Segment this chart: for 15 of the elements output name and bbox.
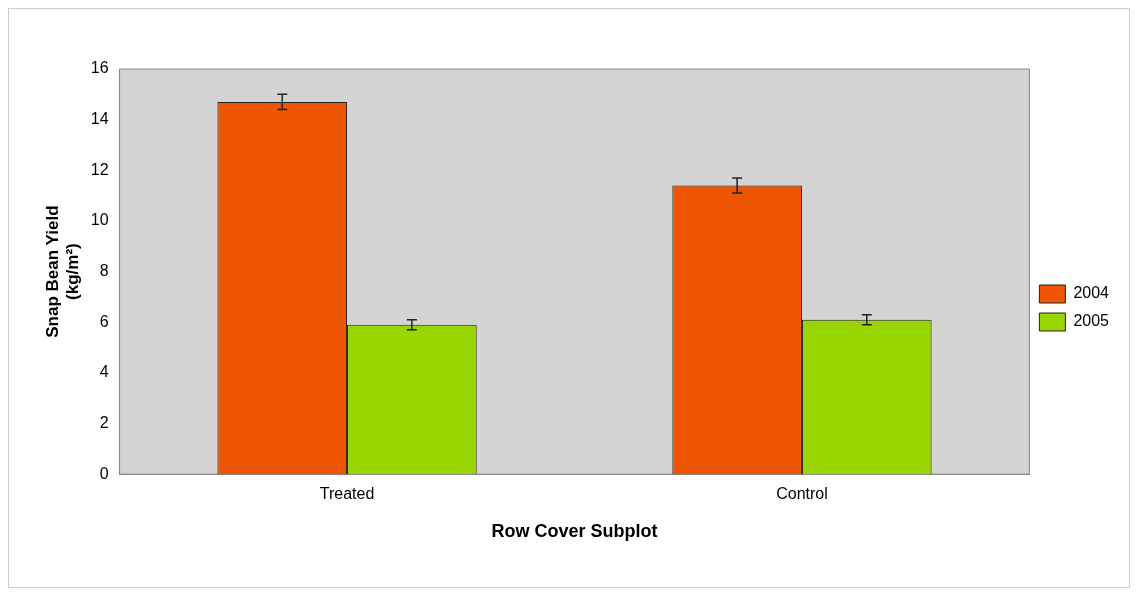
y-tick-label: 2 [99, 413, 109, 431]
legend-label: 2004 [1073, 284, 1110, 302]
y-tick-label: 12 [90, 160, 109, 178]
y-tick-label: 16 [90, 59, 109, 77]
y-tick-label: 14 [90, 110, 109, 128]
x-axis-title: Row Cover Subplot [491, 521, 658, 542]
y-tick-label: 4 [99, 363, 109, 381]
x-tick-label: Treated [319, 485, 375, 503]
x-tick-label: Control [776, 485, 828, 503]
legend-label: 2005 [1073, 312, 1110, 330]
y-tick-label: 6 [99, 312, 109, 330]
y-tick-label: 0 [99, 464, 109, 482]
y-tick-label: 10 [90, 211, 109, 229]
y-tick-label: 8 [99, 262, 109, 280]
y-axis-title: Snap Bean Yield (kg/m²) [42, 205, 83, 338]
